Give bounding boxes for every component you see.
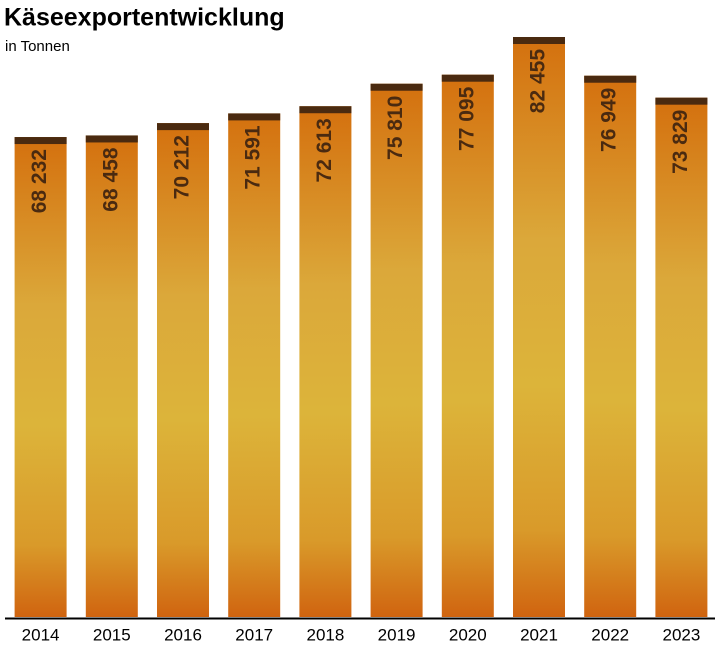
x-tick-label: 2018 bbox=[306, 625, 344, 644]
x-tick-label: 2014 bbox=[22, 625, 60, 644]
bar bbox=[584, 75, 637, 617]
value-label: 68 458 bbox=[99, 147, 122, 212]
bar bbox=[85, 135, 138, 617]
chart-title: Käseexportentwicklung bbox=[4, 4, 285, 32]
bar bbox=[299, 106, 352, 617]
bar-cap bbox=[584, 75, 637, 83]
bar bbox=[228, 113, 281, 618]
x-tick-label: 2015 bbox=[93, 625, 131, 644]
x-tick-label: 2016 bbox=[164, 625, 202, 644]
chart-subtitle: in Tonnen bbox=[5, 38, 70, 55]
bar bbox=[513, 37, 565, 617]
value-label: 68 232 bbox=[28, 149, 51, 213]
bar-cap bbox=[441, 74, 494, 82]
bar-cap bbox=[85, 135, 138, 143]
value-label: 70 212 bbox=[171, 135, 194, 199]
bar bbox=[441, 74, 494, 617]
value-label: 76 949 bbox=[598, 88, 621, 152]
value-label: 82 455 bbox=[527, 49, 550, 114]
x-tick-label: 2021 bbox=[520, 625, 558, 644]
bar-cap bbox=[655, 97, 708, 105]
x-tick-label: 2020 bbox=[449, 625, 487, 644]
value-label: 72 613 bbox=[313, 118, 336, 182]
x-tick-label: 2019 bbox=[378, 625, 416, 644]
bar-cap bbox=[14, 137, 67, 145]
value-label: 73 829 bbox=[669, 110, 692, 174]
bar bbox=[157, 123, 209, 618]
x-tick-label: 2022 bbox=[591, 625, 629, 644]
bar bbox=[655, 97, 708, 617]
value-label: 77 095 bbox=[455, 86, 478, 151]
bar bbox=[370, 83, 423, 617]
x-tick-label: 2023 bbox=[662, 625, 700, 644]
bar-cap bbox=[157, 123, 209, 131]
bar bbox=[14, 137, 67, 617]
bar-cap bbox=[299, 106, 352, 114]
bar-cap bbox=[228, 113, 281, 121]
bar-cap bbox=[513, 37, 565, 44]
value-label: 71 591 bbox=[242, 125, 265, 190]
value-label: 75 810 bbox=[384, 96, 407, 160]
x-tick-label: 2017 bbox=[235, 625, 273, 644]
bar-cap bbox=[370, 83, 423, 91]
